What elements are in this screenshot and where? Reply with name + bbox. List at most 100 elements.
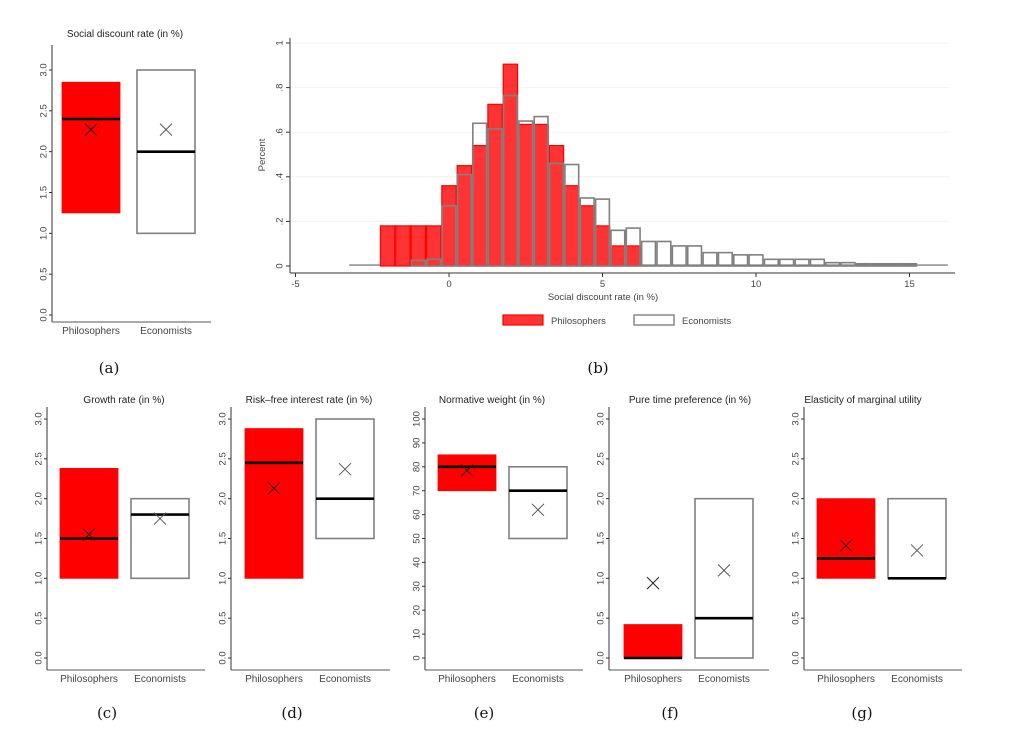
- hist-bar-economists: [502, 94, 519, 267]
- mean-marker-economists: [153, 512, 167, 525]
- panel-caption: (d): [281, 704, 302, 722]
- panel-d: Risk–free interest rate (in %) 0.0 0.5 1.0 1…: [218, 395, 390, 722]
- hist-bar-philosophers: [502, 63, 519, 267]
- y-tick-label: 0.0: [39, 308, 50, 321]
- mean-marker-philosophers: [84, 123, 98, 136]
- hist-bar-economists: [518, 120, 534, 267]
- category-label: Philosophers: [62, 326, 120, 337]
- panel-c: Growth rate (in %) 0.0 0.5 1.0 1.5 2.0 2.5 3.0 P…: [34, 395, 205, 722]
- hist-bar-economists: [456, 173, 473, 267]
- range-box-philosophers: [623, 624, 683, 659]
- legend-label: Philosophers: [551, 316, 606, 327]
- chart-title: Elasticity of marginal utility: [804, 395, 921, 406]
- category-label: Economists: [891, 674, 943, 685]
- mean-marker-economists: [531, 503, 545, 517]
- panel-e: Normative weight (in %) 0 10 20 30 40 50 60 70 80…: [412, 395, 583, 722]
- y-tick-label: 0: [412, 655, 423, 660]
- x-tick-label: 10: [751, 279, 762, 290]
- panel-caption: (c): [97, 704, 117, 722]
- panel-caption: (a): [99, 359, 120, 377]
- range-box-economists: [315, 418, 375, 540]
- y-tick-label: 40: [412, 557, 423, 568]
- hist-bar-economists: [425, 258, 442, 267]
- range-box-philosophers: [244, 428, 304, 579]
- y-tick-label: 1.0: [34, 572, 45, 585]
- y-tick-label: 2.0: [39, 145, 50, 158]
- x-tick-label: 15: [904, 279, 915, 290]
- panel-caption: (g): [851, 704, 872, 722]
- category-label: Philosophers: [438, 674, 496, 685]
- hist-bar-economists: [825, 261, 841, 267]
- mean-marker-philosophers: [267, 481, 281, 495]
- y-tick-label: .4: [275, 173, 286, 181]
- y-tick-label: 2.5: [218, 452, 229, 465]
- hist-bar-philosophers: [579, 205, 595, 267]
- y-tick-label: 0.5: [34, 612, 45, 625]
- panel-caption: (e): [474, 704, 495, 722]
- range-box-philosophers: [61, 81, 121, 214]
- mean-marker-philosophers: [646, 576, 660, 590]
- y-tick-label: 0.0: [791, 651, 802, 664]
- y-tick-label: 90: [412, 438, 423, 449]
- y-tick-label: 0.5: [39, 268, 50, 281]
- mean-x-stroke: [839, 539, 853, 553]
- y-tick-label: 50: [412, 533, 423, 544]
- y-tick-label: 80: [412, 462, 423, 473]
- hist-bar-philosophers: [594, 225, 611, 267]
- y-tick-label: 2.0: [34, 492, 45, 505]
- y-tick-label: 3.0: [34, 412, 45, 425]
- panel-b: 0 .2 .4 .6 .8 1 Percent -5 0 5 10 15 Social discount…: [257, 38, 955, 377]
- hist-bar-philosophers: [471, 144, 488, 267]
- hist-bar-economists: [794, 258, 810, 267]
- x-axis-label: Social discount rate (in %): [548, 292, 658, 303]
- mean-x-stroke: [717, 564, 731, 577]
- y-tick-label: 2.0: [791, 492, 802, 505]
- range-box-philosophers: [816, 498, 876, 579]
- x-tick-label: 5: [600, 279, 605, 290]
- y-tick-label: 1.5: [596, 532, 607, 545]
- hist-bar-economists: [610, 229, 626, 267]
- y-tick-label: 70: [412, 485, 423, 496]
- chart-title: Social discount rate (in %): [67, 29, 183, 40]
- range-box-economists: [130, 497, 190, 580]
- hist-bar-economists: [564, 163, 580, 267]
- hist-bar-economists: [671, 245, 687, 267]
- y-tick-label: 0.5: [791, 612, 802, 625]
- y-tick-label: 2.5: [596, 452, 607, 465]
- y-tick-label: 3.0: [791, 412, 802, 425]
- y-tick-label: 3.0: [39, 63, 50, 76]
- hist-bar-economists: [886, 262, 902, 267]
- panel-caption: (b): [587, 359, 608, 377]
- mean-marker-economists: [338, 462, 352, 476]
- y-tick-label: 0.5: [596, 612, 607, 625]
- hist-bar-economists: [533, 115, 549, 267]
- hist-bar-philosophers: [456, 165, 473, 267]
- mean-x-stroke: [153, 512, 167, 525]
- hist-bar-economists: [410, 259, 426, 267]
- hist-bar-economists: [656, 240, 672, 267]
- hist-bar-philosophers: [610, 245, 626, 267]
- y-tick-label: 20: [412, 605, 423, 616]
- hist-bar-economists: [809, 258, 826, 267]
- hist-bar-economists: [779, 258, 795, 267]
- range-box-economists: [508, 465, 568, 540]
- chart-title: Risk–free interest rate (in %): [246, 395, 373, 406]
- y-tick-label: 1.5: [34, 532, 45, 545]
- hist-bar-philosophers: [517, 123, 534, 267]
- chart-title: Pure time preference (in %): [629, 395, 751, 406]
- mean-marker-economists: [717, 564, 731, 577]
- hist-bar-philosophers: [441, 185, 457, 267]
- y-tick-label: 3.0: [596, 412, 607, 425]
- hist-bar-philosophers: [564, 185, 580, 267]
- mean-x-stroke: [84, 123, 98, 136]
- y-tick-label: .6: [275, 128, 286, 136]
- y-tick-label: 10: [412, 629, 423, 640]
- hist-bar-economists: [686, 245, 703, 267]
- category-label: Economists: [512, 674, 564, 685]
- panel-g: Elasticity of marginal utility 0.0 0.5 1.0 1…: [791, 395, 962, 722]
- y-tick-label: 1: [275, 40, 286, 45]
- chart-title: Normative weight (in %): [439, 395, 545, 406]
- legend-swatch-philosophers: [502, 314, 544, 326]
- y-tick-label: 1.5: [39, 186, 50, 199]
